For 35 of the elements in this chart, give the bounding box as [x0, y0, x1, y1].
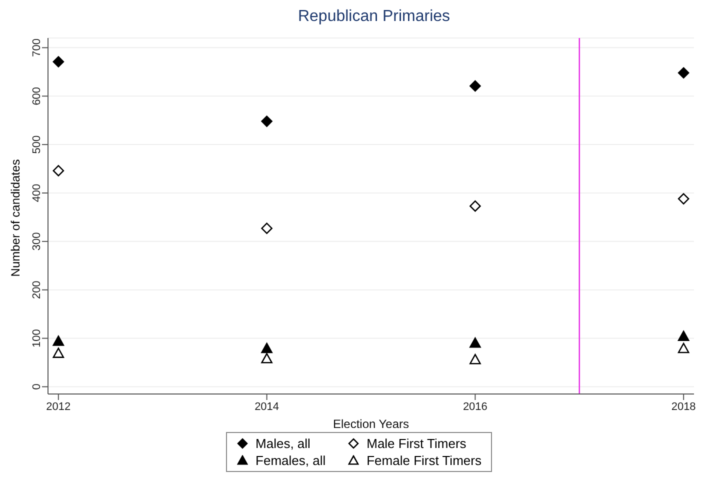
y-tick-label: 300 [30, 232, 43, 251]
point [678, 330, 690, 342]
y-tick-label: 700 [30, 38, 43, 57]
point [261, 342, 272, 354]
legend-label: Males, all [256, 436, 310, 451]
legend-label: Females, all [256, 453, 326, 468]
x-axis-title: Election Years [332, 417, 410, 431]
point [470, 354, 481, 364]
legend-label: Female First Timers [366, 453, 482, 468]
y-axis-title: Number of candidates [9, 159, 23, 277]
y-tick-label: 200 [30, 280, 43, 300]
point [261, 116, 272, 127]
point [678, 67, 690, 79]
y-tick-label: 0 [30, 384, 43, 390]
x-tick-label: 2012 [46, 400, 71, 413]
point [678, 342, 690, 354]
point [678, 193, 690, 204]
point [261, 352, 272, 364]
y-tick-label: 600 [30, 86, 43, 106]
x-tick-label: 2018 [671, 400, 696, 413]
point [52, 348, 64, 358]
y-tick-label: 100 [30, 329, 43, 348]
legend-label: Male First Timers [366, 436, 466, 451]
point [470, 200, 481, 212]
point [52, 56, 64, 68]
point [261, 222, 272, 234]
y-tick-label: 400 [30, 184, 43, 202]
point [52, 336, 64, 346]
point [470, 80, 481, 92]
x-tick-label: 2016 [462, 400, 488, 413]
y-tick-label: 500 [30, 135, 43, 154]
point [470, 337, 481, 348]
x-tick-label: 2014 [254, 400, 280, 413]
point [52, 165, 64, 176]
chart-title: Republican Primaries [296, 8, 452, 27]
